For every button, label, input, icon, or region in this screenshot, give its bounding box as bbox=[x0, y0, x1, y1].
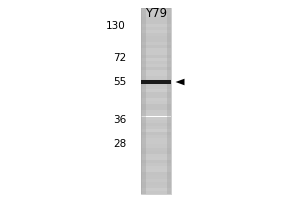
Bar bbox=[141, 101, 171, 104]
Bar bbox=[141, 163, 171, 166]
Text: Y79: Y79 bbox=[145, 7, 167, 20]
Polygon shape bbox=[176, 79, 184, 85]
Bar bbox=[141, 51, 171, 54]
Bar bbox=[141, 58, 171, 61]
Bar bbox=[141, 42, 171, 45]
Bar bbox=[141, 36, 171, 39]
Bar bbox=[141, 54, 171, 58]
Bar bbox=[141, 67, 171, 70]
Bar bbox=[141, 188, 171, 191]
Bar bbox=[141, 33, 171, 36]
Bar bbox=[141, 95, 171, 98]
Bar bbox=[141, 76, 171, 79]
Bar bbox=[141, 23, 171, 27]
Bar bbox=[141, 138, 171, 141]
Bar bbox=[141, 61, 171, 64]
Bar bbox=[141, 45, 171, 48]
Bar bbox=[141, 185, 171, 188]
Bar bbox=[141, 144, 171, 148]
Bar bbox=[141, 191, 171, 194]
Text: 36: 36 bbox=[113, 115, 126, 125]
Bar bbox=[141, 178, 171, 182]
Bar bbox=[141, 89, 171, 92]
Bar bbox=[141, 70, 171, 73]
Bar bbox=[141, 141, 171, 144]
Bar bbox=[141, 148, 171, 151]
Bar bbox=[141, 107, 171, 110]
Bar bbox=[141, 27, 171, 30]
Bar bbox=[141, 157, 171, 160]
Bar bbox=[141, 73, 171, 76]
Text: 55: 55 bbox=[113, 77, 126, 87]
Bar bbox=[141, 175, 171, 178]
Bar bbox=[141, 64, 171, 67]
Bar bbox=[141, 92, 171, 95]
Bar bbox=[141, 182, 171, 185]
Bar bbox=[141, 132, 171, 135]
Bar bbox=[141, 166, 171, 169]
Bar bbox=[141, 17, 171, 20]
Bar bbox=[141, 80, 171, 84]
Bar bbox=[141, 172, 171, 175]
Bar bbox=[141, 160, 171, 163]
Bar bbox=[141, 8, 171, 194]
Bar bbox=[141, 8, 171, 11]
Bar bbox=[141, 104, 171, 107]
Text: 72: 72 bbox=[113, 53, 126, 63]
Bar bbox=[141, 11, 171, 14]
Bar bbox=[141, 126, 171, 129]
Bar bbox=[141, 169, 171, 172]
Bar bbox=[141, 120, 171, 123]
Bar bbox=[141, 39, 171, 42]
Bar bbox=[141, 135, 171, 138]
Bar bbox=[141, 98, 171, 101]
Bar bbox=[141, 123, 171, 126]
Text: 130: 130 bbox=[106, 21, 126, 31]
Bar bbox=[167, 8, 171, 194]
Bar bbox=[141, 30, 171, 33]
Bar bbox=[141, 14, 171, 17]
Bar bbox=[141, 8, 146, 194]
Bar bbox=[141, 113, 171, 116]
Bar bbox=[141, 86, 171, 89]
Bar bbox=[141, 20, 171, 23]
Bar bbox=[141, 48, 171, 51]
Bar bbox=[141, 79, 171, 82]
Bar bbox=[141, 82, 171, 86]
Bar bbox=[141, 154, 171, 157]
Bar bbox=[141, 129, 171, 132]
Text: 28: 28 bbox=[113, 139, 126, 149]
Bar bbox=[141, 151, 171, 154]
Bar bbox=[141, 116, 171, 120]
Bar bbox=[141, 110, 171, 113]
